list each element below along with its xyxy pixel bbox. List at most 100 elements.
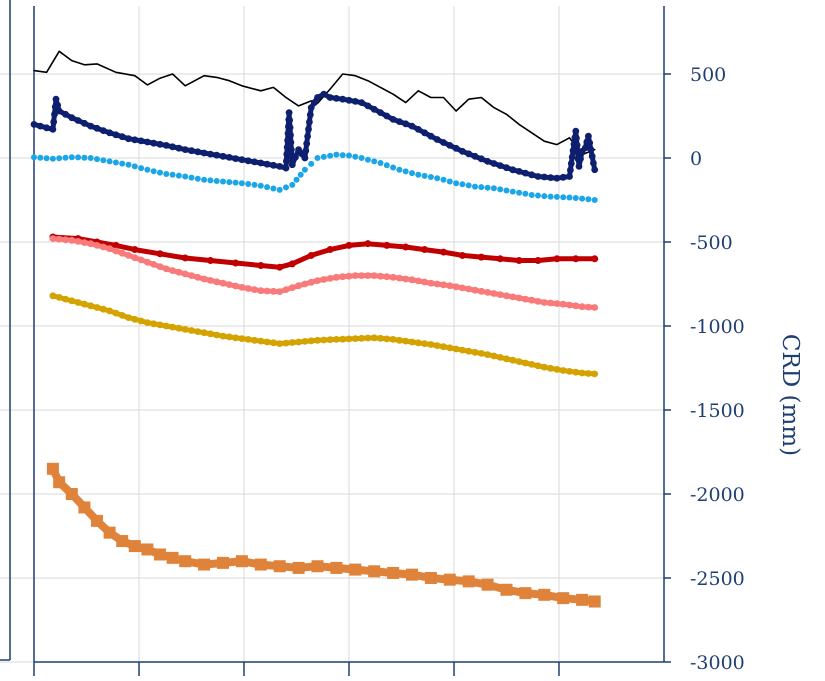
data-point bbox=[496, 255, 504, 263]
data-point bbox=[263, 287, 271, 295]
data-point bbox=[421, 340, 428, 347]
data-point bbox=[433, 280, 441, 288]
data-point bbox=[311, 560, 324, 573]
data-point bbox=[112, 159, 119, 166]
data-point bbox=[162, 142, 170, 149]
data-point bbox=[307, 104, 315, 111]
data-point bbox=[528, 192, 535, 198]
y-tick-label: 0 bbox=[690, 148, 702, 170]
data-point bbox=[326, 246, 334, 254]
data-point bbox=[390, 164, 397, 171]
data-point bbox=[106, 158, 113, 165]
data-point bbox=[125, 161, 132, 168]
data-point bbox=[288, 146, 295, 154]
data-point bbox=[396, 274, 403, 282]
data-point bbox=[364, 102, 372, 110]
data-point bbox=[188, 147, 195, 155]
series-3 bbox=[49, 233, 599, 271]
data-point bbox=[55, 107, 63, 115]
data-point bbox=[68, 236, 76, 244]
data-point bbox=[213, 278, 221, 286]
data-point bbox=[188, 174, 195, 181]
series-line bbox=[50, 234, 598, 270]
data-point bbox=[333, 95, 340, 102]
data-point bbox=[515, 168, 523, 175]
data-point bbox=[68, 114, 76, 122]
series-4 bbox=[49, 235, 599, 311]
data-point bbox=[156, 321, 164, 329]
data-point bbox=[225, 333, 233, 341]
data-point bbox=[402, 168, 409, 175]
data-point bbox=[283, 184, 289, 191]
data-point bbox=[169, 267, 177, 274]
data-point bbox=[484, 289, 491, 296]
data-point bbox=[188, 327, 195, 334]
series-1 bbox=[30, 90, 599, 182]
data-point bbox=[471, 348, 479, 356]
y-tick-labels: 500 0 -500 -1000 -1500 -2000 -2500 -3000 bbox=[690, 64, 745, 674]
data-point bbox=[427, 174, 434, 180]
data-point bbox=[402, 120, 410, 128]
data-point bbox=[131, 163, 138, 170]
gridlines bbox=[0, 6, 664, 663]
data-point bbox=[572, 302, 580, 310]
data-point bbox=[206, 256, 214, 264]
data-point bbox=[150, 320, 158, 328]
axes bbox=[0, 0, 671, 676]
data-point bbox=[182, 173, 189, 180]
data-point bbox=[288, 284, 296, 291]
data-point bbox=[320, 336, 328, 344]
data-point bbox=[389, 273, 397, 281]
data-point bbox=[201, 176, 208, 183]
data-point bbox=[577, 155, 584, 163]
data-point bbox=[263, 338, 271, 346]
data-point bbox=[427, 341, 435, 348]
data-point bbox=[49, 125, 57, 133]
data-point bbox=[314, 336, 321, 344]
data-point bbox=[522, 295, 529, 303]
data-point bbox=[509, 356, 517, 364]
data-point bbox=[112, 247, 120, 255]
data-point bbox=[568, 153, 576, 161]
data-point bbox=[389, 336, 397, 343]
data-point bbox=[103, 526, 116, 539]
data-point bbox=[144, 258, 151, 266]
data-point bbox=[453, 180, 460, 187]
data-point bbox=[458, 251, 466, 259]
data-point bbox=[566, 301, 573, 309]
data-point bbox=[30, 121, 38, 128]
data-point bbox=[560, 194, 567, 201]
data-point bbox=[471, 286, 479, 294]
data-point bbox=[112, 131, 120, 139]
data-point bbox=[490, 185, 497, 192]
data-point bbox=[333, 151, 340, 158]
data-point bbox=[68, 154, 75, 161]
data-point bbox=[553, 300, 561, 307]
data-point bbox=[257, 159, 265, 167]
data-point bbox=[194, 148, 202, 156]
data-point bbox=[62, 236, 69, 244]
data-point bbox=[578, 369, 586, 377]
series-5 bbox=[49, 292, 599, 378]
y-tick-label: -1000 bbox=[690, 316, 745, 338]
data-point bbox=[534, 173, 542, 180]
data-point bbox=[257, 337, 265, 345]
data-point bbox=[282, 286, 290, 293]
data-point bbox=[257, 262, 265, 270]
data-point bbox=[49, 155, 56, 162]
data-point bbox=[37, 154, 44, 161]
data-point bbox=[358, 272, 365, 279]
data-point bbox=[519, 587, 532, 600]
data-point bbox=[287, 139, 295, 146]
data-point bbox=[169, 323, 177, 331]
data-point bbox=[581, 144, 589, 152]
data-point bbox=[326, 336, 334, 344]
data-point bbox=[358, 334, 365, 342]
data-point bbox=[477, 155, 485, 163]
data-point bbox=[244, 336, 252, 343]
data-point bbox=[349, 563, 362, 576]
data-point bbox=[297, 171, 304, 178]
data-point bbox=[188, 272, 195, 279]
